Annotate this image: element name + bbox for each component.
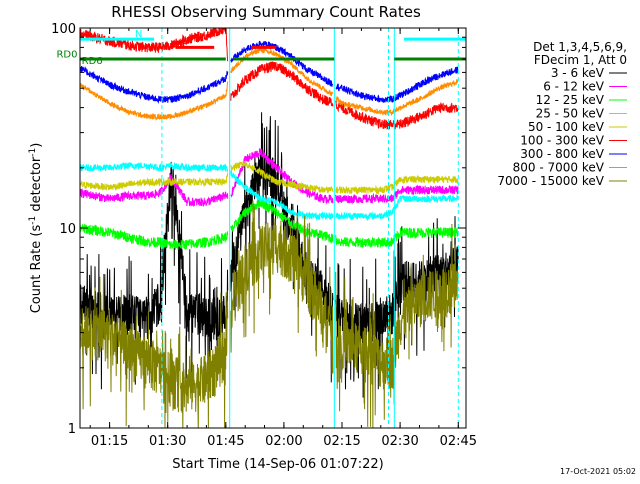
series-line-7000-15000-kev bbox=[80, 200, 459, 428]
x-tick-label: 02:00 bbox=[265, 434, 302, 449]
state-label-f: F bbox=[182, 39, 188, 50]
y-tick-label: 10 bbox=[59, 222, 76, 237]
legend-entry-label: 50 - 100 keV bbox=[528, 120, 605, 134]
y-axis-label-part: ) bbox=[29, 143, 44, 148]
series-line-25-50-kev bbox=[80, 161, 459, 222]
y-axis-label-exponent: -1 bbox=[28, 148, 38, 157]
x-tick-label: 02:15 bbox=[323, 434, 360, 449]
series-layer bbox=[80, 28, 459, 428]
x-tick-label: 02:30 bbox=[381, 434, 418, 449]
legend: Det 1,3,4,5,6,9, FDecim 1, Att 0 3 - 6 k… bbox=[497, 40, 627, 188]
state-label-rd0: RD0 bbox=[56, 50, 77, 61]
state-label-rd6: RD6 bbox=[82, 56, 103, 67]
x-axis-label: Start Time (14-Sep-06 01:07:22) bbox=[172, 457, 383, 472]
y-tick-label: 1 bbox=[68, 422, 76, 437]
series-line-300-800-kev bbox=[80, 40, 459, 105]
x-tick-label: 02:45 bbox=[440, 434, 477, 449]
y-axis-label: Count Rate (s-1 detector-1) bbox=[28, 143, 44, 314]
legend-entry-label: 7000 - 15000 keV bbox=[497, 174, 604, 188]
x-tick-label: 01:45 bbox=[207, 434, 244, 449]
legend-entry-label: 800 - 7000 keV bbox=[513, 161, 605, 175]
y-axis-label-exponent: -1 bbox=[28, 216, 38, 225]
series-line-100-300-kev bbox=[80, 28, 459, 130]
x-tick-label: 01:15 bbox=[91, 434, 128, 449]
y-axis-label-part: detector bbox=[29, 156, 44, 216]
legend-entry-label: 300 - 800 keV bbox=[520, 147, 604, 161]
series-line-50-100-kev bbox=[80, 160, 459, 196]
legend-entry-label: 6 - 12 keV bbox=[543, 80, 605, 94]
series-line-12-25-kev bbox=[80, 198, 459, 250]
chart-title: RHESSI Observing Summary Count Rates bbox=[111, 3, 421, 21]
series-line-6-12-kev bbox=[80, 148, 459, 207]
vertical-markers bbox=[161, 28, 459, 428]
annotation-layer: N F RD0 RD6 bbox=[56, 29, 466, 67]
legend-entry-label: 25 - 50 keV bbox=[536, 107, 605, 121]
legend-header-line: FDecim 1, Att 0 bbox=[534, 53, 627, 67]
x-tick-label: 01:30 bbox=[149, 434, 186, 449]
generation-timestamp: 17-Oct-2021 05:02 bbox=[560, 467, 636, 476]
state-label-n: N bbox=[135, 29, 142, 40]
legend-entry-label: 3 - 6 keV bbox=[551, 66, 605, 80]
legend-header-line: Det 1,3,4,5,6,9, bbox=[533, 40, 627, 54]
legend-entry-label: 12 - 25 keV bbox=[536, 93, 605, 107]
y-axis-label-part: Count Rate (s bbox=[29, 225, 44, 314]
legend-entry-label: 100 - 300 keV bbox=[520, 134, 604, 148]
axes-layer: 01:15 01:30 01:45 02:00 02:15 02:30 02:45 1 10 10… bbox=[51, 22, 477, 449]
y-tick-label: 100 bbox=[51, 22, 76, 37]
